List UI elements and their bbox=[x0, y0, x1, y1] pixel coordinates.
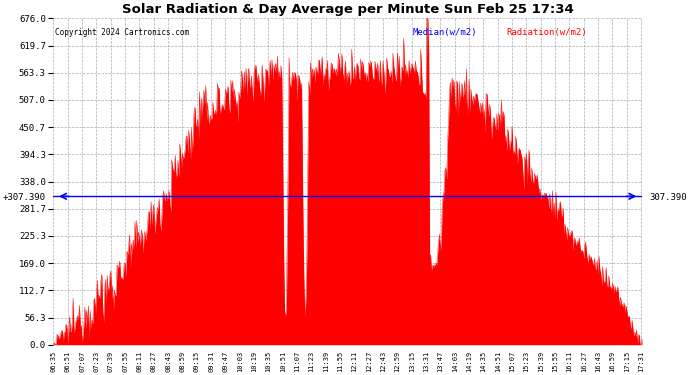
Text: Median(w/m2): Median(w/m2) bbox=[413, 28, 477, 37]
Title: Solar Radiation & Day Average per Minute Sun Feb 25 17:34: Solar Radiation & Day Average per Minute… bbox=[122, 3, 573, 16]
Text: Copyright 2024 Cartronics.com: Copyright 2024 Cartronics.com bbox=[55, 28, 189, 37]
Text: Radiation(w/m2): Radiation(w/m2) bbox=[506, 28, 587, 37]
